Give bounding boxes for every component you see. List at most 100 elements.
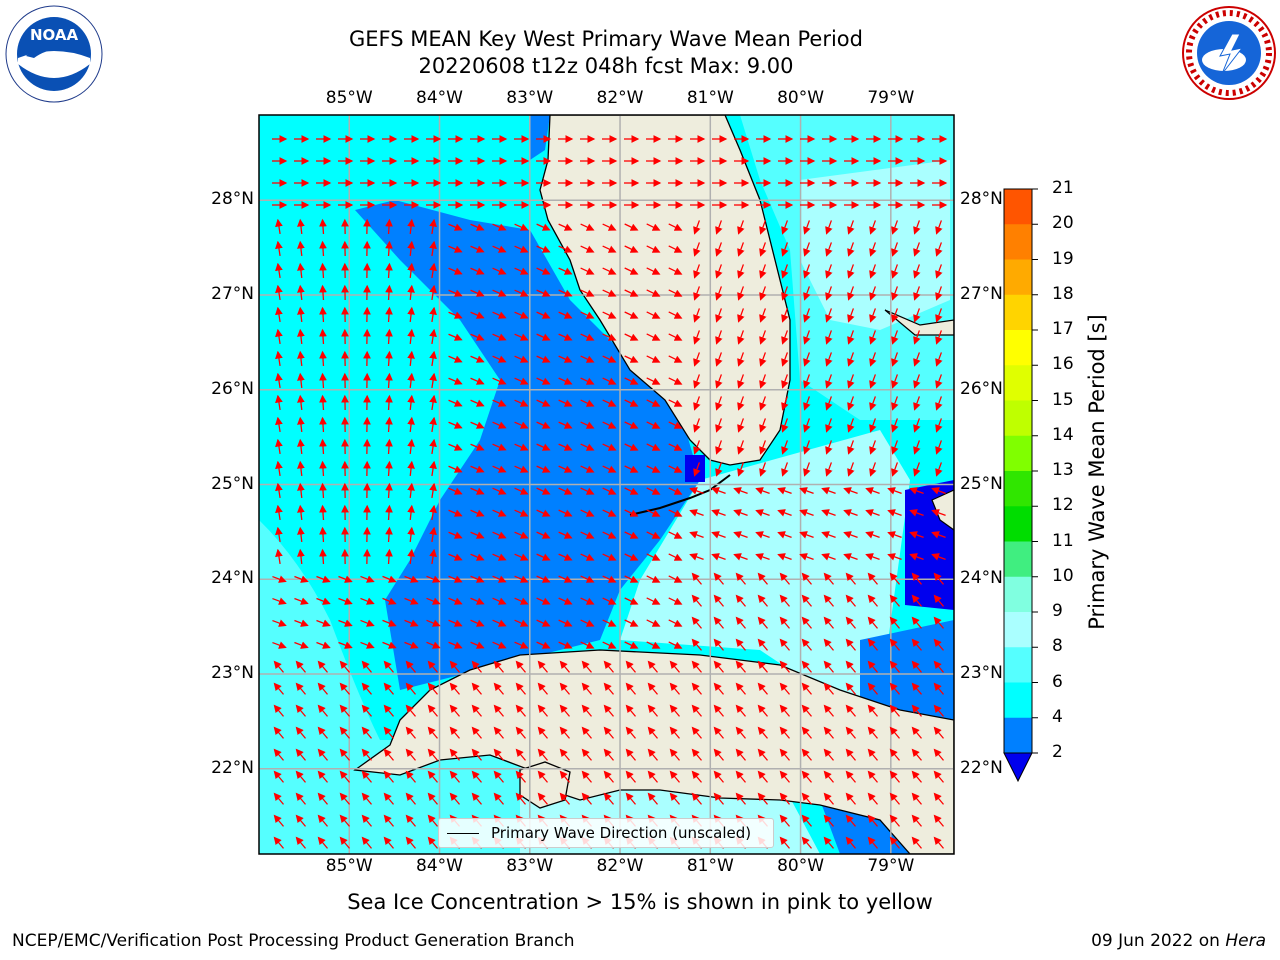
wave-direction-arrow [935,308,943,323]
wave-direction-arrow [297,350,305,367]
wave-direction-arrow [319,350,327,367]
wave-direction-arrow [273,682,284,695]
wave-direction-arrow [624,553,639,561]
wave-direction-arrow [339,704,350,717]
wave-direction-arrow [845,594,856,607]
x-tick-label-top: 81°W [686,88,734,108]
wave-direction-arrow [646,641,661,649]
wave-direction-arrow [297,526,305,543]
y-tick-label-left: 28°N [211,189,254,210]
wave-direction-arrow [581,748,592,761]
wave-direction-arrow [407,262,415,279]
wave-direction-arrow [755,553,770,561]
wave-direction-arrow [935,440,943,455]
wave-direction-arrow [602,619,617,627]
wave-direction-arrow [669,748,680,761]
wave-direction-arrow [781,396,789,411]
wave-direction-arrow [297,262,305,279]
wave-direction-arrow [514,553,529,561]
wave-direction-arrow [933,660,944,673]
wave-direction-arrow [319,328,327,345]
wave-direction-arrow [449,660,460,673]
wave-direction-arrow [865,553,880,561]
wave-direction-arrow [693,330,701,345]
wave-direction-arrow [867,726,878,739]
wave-direction-arrow [559,682,570,695]
wave-direction-arrow [821,553,836,561]
colorbar-tick-label: 20 [1052,213,1074,234]
wave-direction-arrow [799,531,814,539]
wave-direction-arrow [668,553,683,561]
wave-direction-arrow [691,572,702,585]
wave-direction-arrow [715,264,723,279]
footer-host: Hera [1225,931,1266,951]
wave-direction-arrow [733,487,748,495]
wave-direction-arrow [889,792,900,805]
wave-direction-arrow [602,641,617,649]
wave-direction-arrow [624,487,639,495]
wave-direction-arrow [693,242,701,257]
wave-direction-arrow [757,594,768,607]
wave-direction-arrow [867,704,878,717]
x-tick-label-top: 79°W [867,88,915,108]
wave-direction-arrow [602,267,617,275]
wave-direction-arrow [646,619,661,627]
wave-direction-arrow [624,399,639,407]
wave-direction-arrow [319,438,327,455]
wave-direction-arrow [383,814,394,827]
wave-direction-arrow [869,308,877,323]
wave-direction-arrow [470,487,485,495]
wave-direction-arrow [580,377,595,385]
wave-direction-arrow [602,531,617,539]
wave-direction-arrow [295,660,306,673]
wave-direction-arrow [317,704,328,717]
wave-direction-arrow [801,572,812,585]
colorbar-tick-label: 8 [1052,636,1063,657]
wave-direction-arrow [693,264,701,279]
x-tick-label-bottom: 85°W [325,856,373,876]
wave-direction-arrow [781,418,789,433]
wave-direction-arrow [668,245,683,253]
wave-direction-arrow [935,330,943,345]
wave-direction-arrow [603,682,614,695]
wave-direction-arrow [515,660,526,673]
wave-direction-arrow [515,726,526,739]
wave-direction-arrow [536,509,551,517]
wave-direction-arrow [759,264,767,279]
wave-direction-arrow [825,264,833,279]
wave-direction-arrow [825,462,833,477]
wave-direction-arrow [825,418,833,433]
wave-direction-arrow [647,682,658,695]
wave-direction-arrow [933,792,944,805]
wave-direction-arrow [891,462,899,477]
wave-direction-arrow [580,421,595,429]
wave-direction-arrow [449,748,460,761]
wave-direction-arrow [492,377,507,385]
wave-direction-arrow [759,220,767,235]
wave-direction-arrow [713,660,724,673]
wave-direction-arrow [668,641,683,649]
wave-direction-arrow [713,682,724,695]
wave-direction-arrow [273,660,284,673]
wave-direction-arrow [514,575,529,583]
wave-direction-arrow [735,770,746,783]
y-tick-label-right: 22°N [960,757,1003,778]
wave-direction-arrow [713,616,724,629]
wave-direction-arrow [715,220,723,235]
wave-direction-arrow [803,418,811,433]
wave-direction-arrow [316,575,331,583]
wave-direction-arrow [361,682,372,695]
wave-direction-arrow [891,352,899,367]
x-tick-label-bottom: 79°W [867,856,915,876]
wave-direction-arrow [407,438,415,455]
x-tick-label-top: 85°W [325,88,373,108]
wave-direction-arrow [297,438,305,455]
wave-direction-arrow [913,308,921,323]
wave-direction-arrow [668,465,683,473]
wave-direction-arrow [360,619,375,627]
wave-direction-arrow [492,509,507,517]
wave-direction-arrow [693,396,701,411]
colorbar-tick-label: 10 [1052,565,1074,586]
wave-direction-arrow [913,242,921,257]
wave-direction-arrow [668,531,683,539]
